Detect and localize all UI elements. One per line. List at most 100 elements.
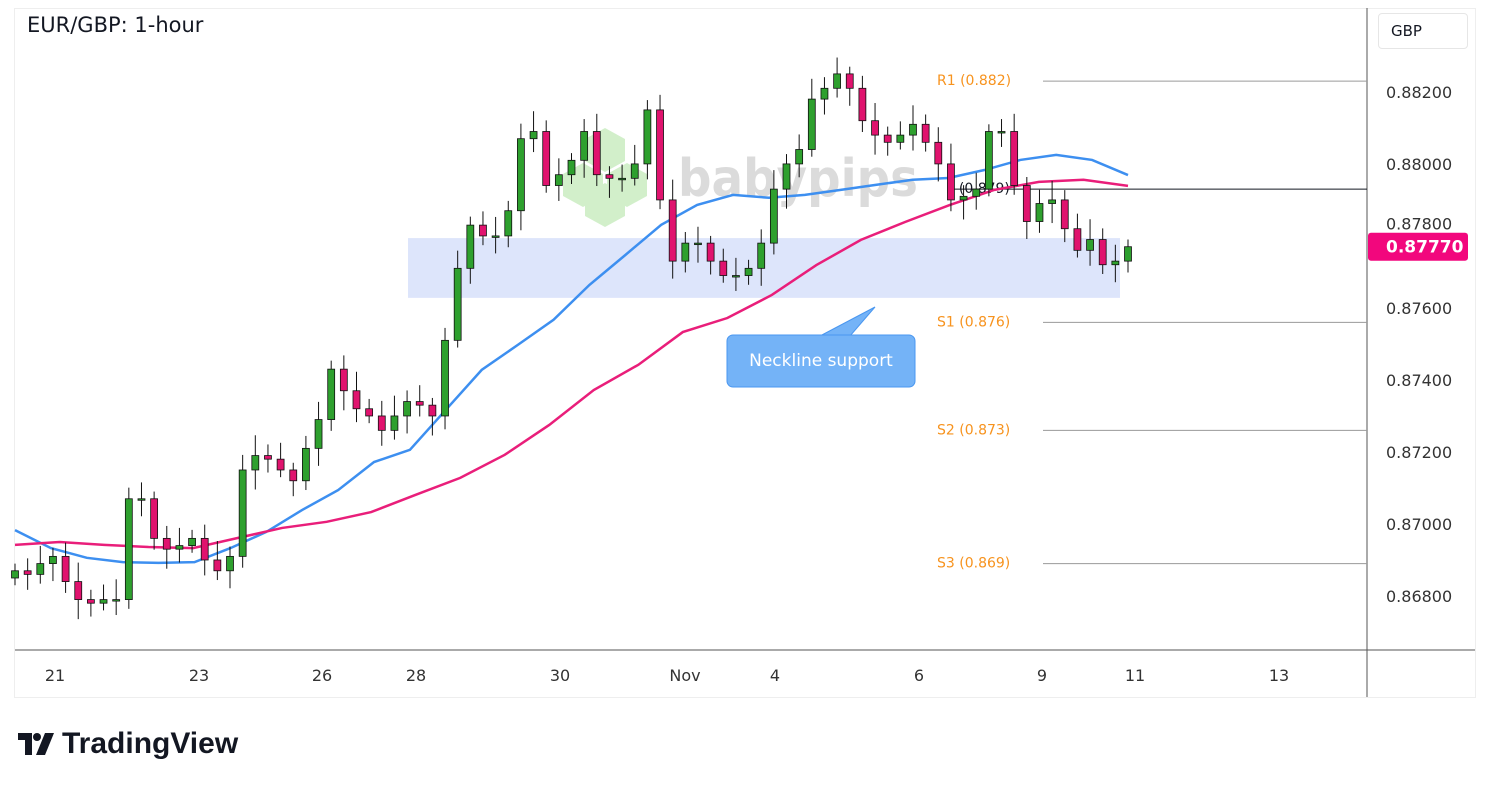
pivot-level-label: S2 (0.873) xyxy=(937,422,1010,438)
candle xyxy=(390,415,399,431)
time-axis-tick: 4 xyxy=(770,666,780,685)
candle xyxy=(630,163,639,179)
time-axis-tick: 11 xyxy=(1125,666,1145,685)
neckline-annotation: Neckline support xyxy=(749,351,893,371)
candle xyxy=(580,131,589,161)
watermark-hexagon-icon xyxy=(585,183,625,227)
candle xyxy=(795,149,804,165)
chart-title: EUR/GBP: 1-hour xyxy=(27,13,204,37)
candle xyxy=(871,120,879,136)
candle xyxy=(972,188,981,197)
candle xyxy=(352,390,361,410)
price-axis-tick: 0.86800 xyxy=(1386,587,1452,606)
candle xyxy=(238,469,247,557)
candle xyxy=(175,545,184,550)
candle xyxy=(1073,228,1082,251)
time-axis-tick: 26 xyxy=(312,666,332,685)
pivot-level-label: R1 (0.882) xyxy=(937,73,1011,89)
price-axis-tick: 0.87600 xyxy=(1386,299,1452,318)
currency-button[interactable]: GBP xyxy=(1378,13,1468,49)
candle xyxy=(466,224,475,269)
candle xyxy=(403,401,411,417)
candle xyxy=(453,267,462,341)
pivot-level-label: S3 (0.869) xyxy=(937,556,1010,572)
time-axis-tick: 23 xyxy=(189,666,209,685)
candle xyxy=(1010,131,1019,186)
moving-average-line xyxy=(14,153,1129,565)
candle xyxy=(213,559,222,572)
chart-frame xyxy=(14,8,1476,698)
candle xyxy=(314,419,323,449)
candle xyxy=(251,455,260,471)
candle xyxy=(807,98,816,150)
candle xyxy=(618,177,626,181)
candle xyxy=(883,134,892,143)
candle xyxy=(757,242,766,269)
candle xyxy=(984,131,993,190)
candle xyxy=(1035,203,1044,222)
time-axis-tick: Nov xyxy=(669,666,700,685)
tradingview-logo-icon xyxy=(18,733,54,755)
candle xyxy=(11,570,19,579)
candle xyxy=(377,415,386,431)
candle xyxy=(428,404,437,417)
last-price-value: 0.87770 xyxy=(1386,238,1464,258)
candle xyxy=(1060,199,1069,230)
candle xyxy=(1086,239,1094,251)
price-axis-tick: 0.88000 xyxy=(1386,155,1452,174)
price-axis-tick: 0.88200 xyxy=(1386,83,1452,102)
candle xyxy=(302,447,310,482)
pivot-level-label: S1 (0.876) xyxy=(937,314,1010,330)
candle xyxy=(112,599,121,602)
watermark-group: babypips xyxy=(563,128,918,227)
price-axis-tick: 0.87000 xyxy=(1386,515,1452,534)
candle xyxy=(605,174,614,179)
callout-pointer xyxy=(819,306,876,337)
candle xyxy=(934,141,943,165)
candle xyxy=(441,339,449,417)
candle xyxy=(1022,185,1031,222)
candle xyxy=(276,458,285,471)
candle xyxy=(504,210,513,237)
last-price-tag xyxy=(1368,232,1468,261)
candle xyxy=(858,87,867,122)
candle xyxy=(542,131,551,186)
candle xyxy=(1111,260,1120,266)
candle xyxy=(289,469,298,482)
candle xyxy=(74,581,83,600)
candle xyxy=(820,87,829,100)
candle xyxy=(200,537,209,561)
candle xyxy=(643,109,652,165)
time-axis-tick: 13 xyxy=(1269,666,1289,685)
candle xyxy=(415,401,424,406)
candle xyxy=(49,555,57,564)
candle xyxy=(656,109,664,201)
candle xyxy=(23,570,32,575)
candle xyxy=(592,131,601,176)
price-axis-tick: 0.87400 xyxy=(1386,371,1452,390)
candle xyxy=(99,599,108,604)
candle xyxy=(162,537,171,550)
candle xyxy=(959,195,968,201)
candle xyxy=(833,73,841,89)
candle xyxy=(554,174,563,186)
candle xyxy=(921,123,930,143)
candle xyxy=(694,242,702,246)
candle xyxy=(997,131,1006,134)
candle xyxy=(61,555,70,582)
candle xyxy=(226,555,234,572)
candle xyxy=(1098,239,1107,266)
candle xyxy=(681,242,690,262)
time-axis-tick: 28 xyxy=(406,666,426,685)
candle xyxy=(137,498,146,501)
candle xyxy=(491,235,500,238)
candle xyxy=(1048,199,1056,204)
candles-group xyxy=(11,57,1132,620)
candle xyxy=(36,563,45,575)
candle xyxy=(87,599,95,604)
candle xyxy=(264,455,272,460)
time-axis-tick: 21 xyxy=(45,666,65,685)
candle xyxy=(124,498,133,600)
candle xyxy=(150,498,159,539)
